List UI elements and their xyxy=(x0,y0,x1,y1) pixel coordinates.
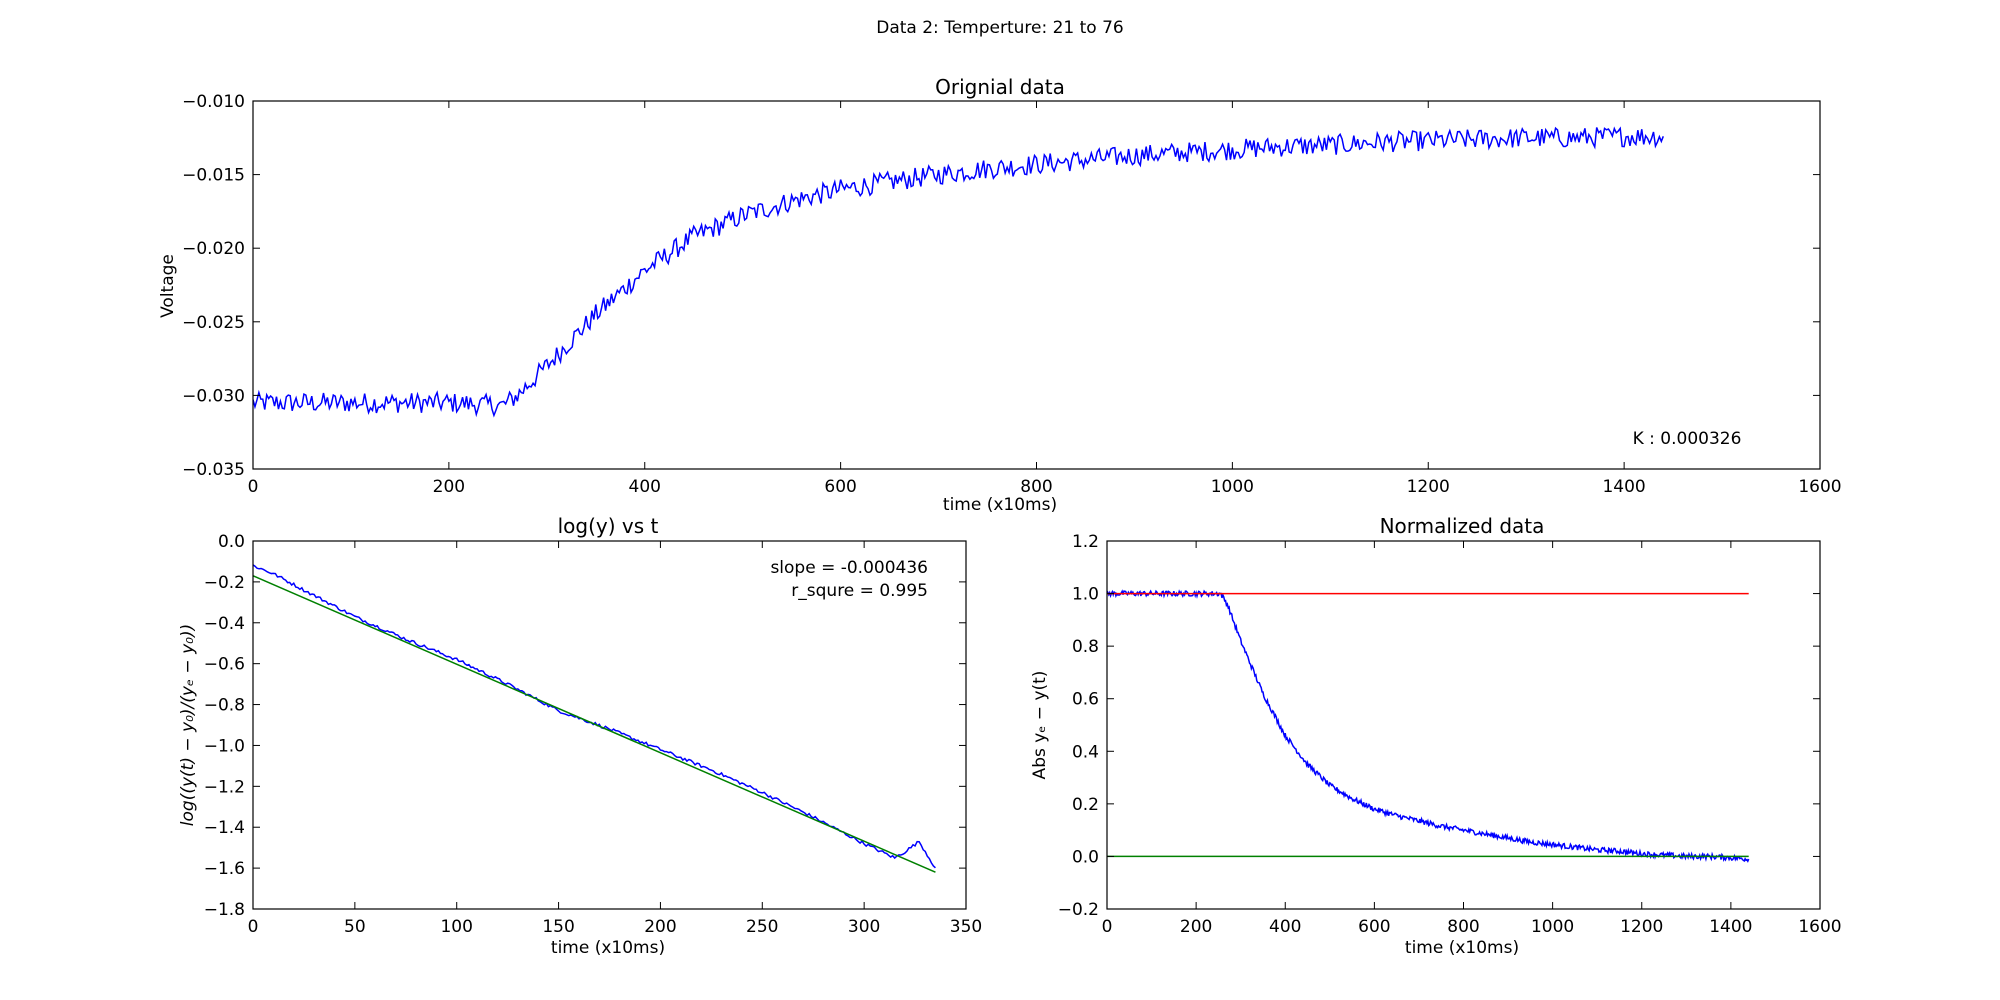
chart-original-title: Orignial data xyxy=(935,75,1065,99)
chart-normalized-ticks: 0 200 400 600 800 1000 1200 1400 1600 −0.2 0.0 0.2 0… xyxy=(1058,532,1842,937)
chart-normalized-xtick-label: 200 xyxy=(1180,917,1212,937)
chart-normalized-ytick-label: 0.2 xyxy=(1072,795,1099,815)
chart-original-ytick-label: −0.015 xyxy=(182,166,245,186)
chart-logy-ytick-label: 0.0 xyxy=(218,532,245,552)
chart-normalized-xtick-label: 400 xyxy=(1269,917,1301,937)
chart-logy-xtick-label: 100 xyxy=(440,917,472,937)
chart-logy-slope: slope = -0.000436 xyxy=(770,558,928,578)
chart-logy-series-1-line xyxy=(253,575,936,873)
chart-logy-xlabel: time (x10ms) xyxy=(551,938,665,958)
chart-normalized-xtick-label: 800 xyxy=(1447,917,1479,937)
chart-original-ytick-label: −0.025 xyxy=(182,313,245,333)
chart-normalized-xtick-label: 1000 xyxy=(1531,917,1574,937)
chart-original-xtick-label: 600 xyxy=(824,477,856,497)
chart-normalized-ytick-label: −0.2 xyxy=(1058,900,1099,920)
chart-logy-ytick-label: −0.2 xyxy=(204,573,245,593)
chart-logy-title: log(y) vs t xyxy=(558,514,659,538)
chart-original-ytick-label: −0.020 xyxy=(182,239,245,259)
chart-original-xlabel: time (x10ms) xyxy=(943,495,1057,515)
chart-logy-ytick-label: −0.8 xyxy=(204,696,245,716)
chart-logy-rsquare: r_squre = 0.995 xyxy=(791,581,928,601)
chart-normalized-ytick-label: 0.4 xyxy=(1072,742,1099,762)
chart-normalized-ylabel: Abs yₑ − y(t) xyxy=(1030,671,1050,780)
chart-logy-xtick-label: 250 xyxy=(746,917,778,937)
chart-normalized-xtick-label: 0 xyxy=(1102,917,1113,937)
chart-normalized-ytick-label: 0.8 xyxy=(1072,637,1099,657)
chart-original-xtick-label: 1600 xyxy=(1798,477,1841,497)
chart-normalized: Normalized data 0 200 400 600 800 1000 1200 140… xyxy=(1030,514,1842,958)
chart-original-ticks: 0 200 400 600 800 1000 1200 1400 1600 −0.035 −0.03… xyxy=(182,92,1842,497)
chart-original-ytick-label: −0.010 xyxy=(182,92,245,112)
chart-logy-ytick-label: −0.4 xyxy=(204,614,245,634)
chart-original-xtick-label: 1400 xyxy=(1602,477,1645,497)
chart-original-xtick-label: 400 xyxy=(629,477,661,497)
chart-original-plot-area xyxy=(252,100,1821,470)
chart-original-xtick-label: 0 xyxy=(248,477,259,497)
chart-logy-ticks: 0 50 100 150 200 250 300 350 −1.8 −1.6 −1.4 −1.2 −1.… xyxy=(204,532,983,937)
chart-logy-xtick-label: 150 xyxy=(542,917,574,937)
chart-normalized-xtick-label: 1400 xyxy=(1709,917,1752,937)
chart-normalized-xtick-label: 600 xyxy=(1358,917,1390,937)
chart-logy-ytick-label: −1.8 xyxy=(204,900,245,920)
chart-original-ytick-label: −0.030 xyxy=(182,386,245,406)
chart-normalized-ytick-label: 1.2 xyxy=(1072,532,1099,552)
chart-original-frame xyxy=(252,100,1821,470)
chart-original-xtick-label: 1200 xyxy=(1407,477,1450,497)
chart-normalized-xtick-label: 1200 xyxy=(1620,917,1663,937)
chart-normalized-ytick-label: 0.6 xyxy=(1072,690,1099,710)
chart-logy-xtick-label: 300 xyxy=(848,917,880,937)
chart-logy-plot-area xyxy=(252,540,967,910)
chart-logy-ytick-label: −1.4 xyxy=(204,818,245,838)
chart-original-ytick-label: −0.035 xyxy=(182,460,245,480)
chart-original-xtick-label: 800 xyxy=(1020,477,1052,497)
chart-logy-ytick-label: −1.0 xyxy=(204,736,245,756)
chart-logy-xtick-label: 200 xyxy=(644,917,676,937)
chart-logy: log(y) vs t 0 50 100 150 200 250 300 350 −1.8 −1.… xyxy=(178,514,982,958)
figure-suptitle: Data 2: Temperture: 21 to 76 xyxy=(876,18,1123,38)
chart-normalized-title: Normalized data xyxy=(1380,514,1545,538)
chart-original-xtick-label: 1000 xyxy=(1211,477,1254,497)
chart-normalized-series-0-line xyxy=(1107,589,1750,863)
chart-logy-xtick-label: 0 xyxy=(248,917,259,937)
chart-normalized-ytick-label: 1.0 xyxy=(1072,585,1099,605)
chart-logy-series-0-line xyxy=(253,564,936,869)
chart-logy-ylabel: log((y(t) − y₀)/(yₑ − y₀)) xyxy=(178,624,198,826)
chart-logy-xtick-label: 350 xyxy=(950,917,982,937)
chart-logy-ytick-label: −1.6 xyxy=(204,859,245,879)
chart-normalized-xlabel: time (x10ms) xyxy=(1405,938,1519,958)
chart-original: Orignial data 0 200 400 600 800 1000 1200 1400 1… xyxy=(158,75,1842,515)
chart-normalized-ytick-label: 0.0 xyxy=(1072,847,1099,867)
chart-logy-ytick-label: −0.6 xyxy=(204,655,245,675)
chart-original-series-0-line xyxy=(253,126,1664,418)
chart-logy-frame xyxy=(252,540,967,910)
chart-normalized-frame xyxy=(1106,540,1821,910)
chart-normalized-plot-area xyxy=(1106,540,1821,910)
chart-original-annotation: K : 0.000326 xyxy=(1633,429,1742,449)
chart-logy-xtick-label: 50 xyxy=(344,917,366,937)
chart-original-xtick-label: 200 xyxy=(433,477,465,497)
chart-normalized-xtick-label: 1600 xyxy=(1798,917,1841,937)
chart-logy-ytick-label: −1.2 xyxy=(204,777,245,797)
chart-original-ylabel: Voltage xyxy=(158,254,178,318)
